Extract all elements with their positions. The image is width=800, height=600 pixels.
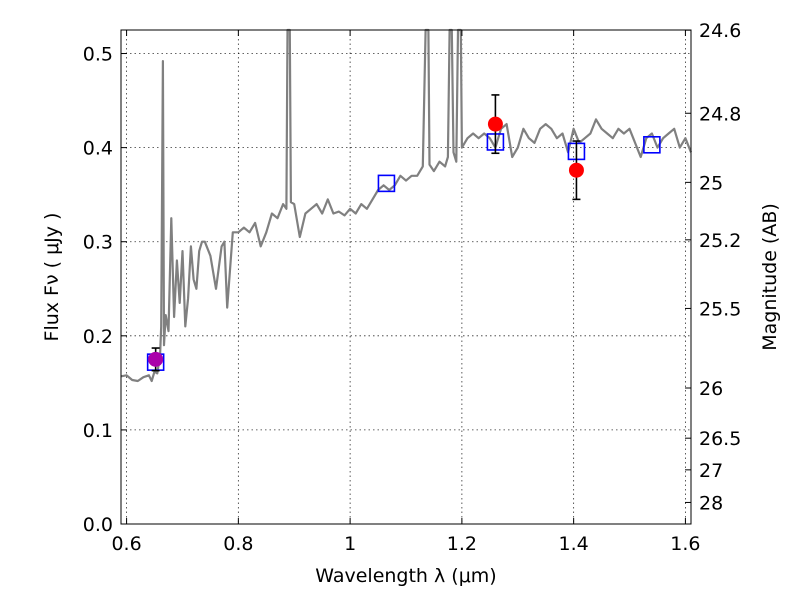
x-tick-label: 1 [344,533,356,555]
model-box [377,174,396,193]
x-axis-ticks: 0.6 0.8 1 1.2 1.4 1.6 [111,30,701,555]
y-tick-label: 0.4 [83,138,113,160]
x-tick-label: 1.4 [559,533,589,555]
right-tick-label: 26.5 [699,428,741,450]
observed-photometry-points [148,94,584,372]
plot-frame [120,29,692,525]
spectrum-layer [120,28,693,383]
right-tick-label: 25 [699,172,723,194]
x-axis-label: Wavelength λ (μm) [315,565,496,587]
grid-lines [121,30,691,524]
y-tick-label: 0.2 [83,326,113,348]
right-axis-ticks: 24.6 24.8 25 25.2 25.5 26 26.5 27 28 [685,20,741,514]
right-tick-label: 25.2 [699,230,741,252]
y-tick-label: 0.1 [83,420,113,442]
right-tick-label: 28 [699,492,723,514]
right-tick-label: 26 [699,378,723,400]
model-box [643,135,661,154]
y-tick-label: 0.0 [83,514,113,536]
right-axis-label: Magnitude (AB) [759,203,781,351]
right-tick-label: 25.5 [699,298,741,320]
y-tick-label: 0.5 [83,44,113,66]
right-tick-label: 27 [699,460,723,482]
right-tick-label: 24.8 [699,103,741,125]
x-tick-label: 0.6 [111,533,141,555]
x-tick-label: 0.8 [223,533,253,555]
y-tick-label: 0.3 [83,232,113,254]
observed-point [148,351,164,367]
observed-point [568,162,584,178]
spectrum-line [120,28,693,383]
right-tick-label: 24.6 [699,20,741,42]
y-axis-label: Flux Fν ( μJy ) [41,213,63,342]
x-tick-label: 1.2 [447,533,477,555]
y-axis-ticks: 0.0 0.1 0.2 0.3 0.4 0.5 [83,44,127,536]
x-tick-label: 1.6 [670,533,700,555]
observed-point [487,116,503,132]
